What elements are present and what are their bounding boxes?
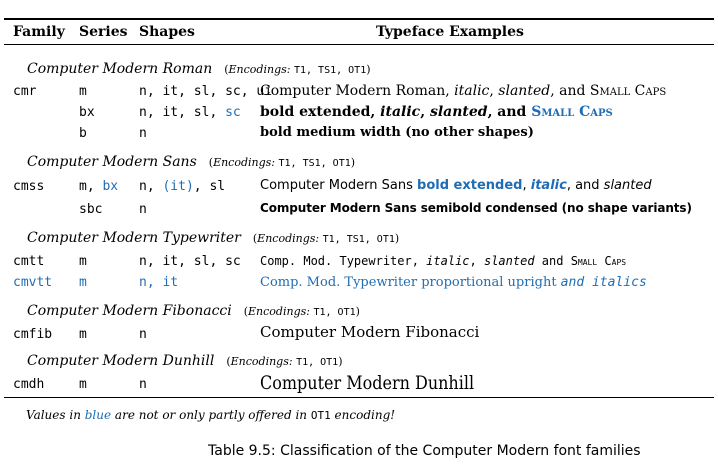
section-typewriter: Computer Modern Typewriter (Encodings: T1…	[27, 230, 400, 246]
table-note: Values in blue are not or only partly of…	[26, 408, 396, 422]
family-cell: cmtt	[13, 254, 45, 269]
header-series: Series	[79, 24, 128, 40]
shapes-cell: n, it, sl, sc, ui	[139, 84, 273, 99]
table-caption: Table 9.5: Classification of the Compute…	[208, 443, 641, 459]
series-cell: m	[79, 254, 87, 269]
section-title: Computer Modern Dunhill	[27, 353, 215, 369]
shapes-cell: n, it, sl, sc	[139, 254, 241, 269]
family-cell: cmdh	[13, 377, 45, 392]
section-roman: Computer Modern Roman (Encodings: T1, TS1…	[27, 61, 371, 77]
top-rule	[4, 18, 714, 20]
shapes-cell: n	[139, 327, 147, 342]
example-cell: Computer Modern Dunhill	[260, 371, 475, 394]
series-cell: m	[79, 327, 87, 342]
encodings-label: Encodings:	[248, 305, 310, 318]
header-examples: Typeface Examples	[376, 24, 524, 40]
shapes-cell: n, (it), sl	[139, 179, 226, 194]
encodings-list: T1, TS1, OT1	[278, 158, 351, 169]
example-cell: Comp. Mod. Typewriter, italic, slanted a…	[260, 254, 627, 268]
family-cell: cmfib	[13, 327, 53, 342]
encodings-list: T1, OT1	[313, 307, 356, 318]
encodings-label: Encodings:	[228, 63, 291, 76]
encodings-list: T1, TS1, OT1	[322, 234, 395, 245]
series-cell: m	[79, 275, 87, 290]
shapes-cell: n, it, sl, sc	[139, 105, 241, 120]
series-cell: sbc	[79, 202, 103, 217]
section-sans: Computer Modern Sans (Encodings: T1, TS1,…	[27, 154, 356, 170]
section-title: Computer Modern Fibonacci	[27, 303, 232, 319]
example-cell: Computer Modern Roman, italic, slanted, …	[260, 83, 667, 99]
example-cell: Computer Modern Sans semibold condensed …	[260, 201, 692, 215]
series-cell: m	[79, 377, 87, 392]
encodings-label: Encodings:	[213, 156, 275, 169]
family-cell: cmvtt	[13, 275, 53, 290]
section-title: Computer Modern Sans	[27, 154, 197, 170]
bottom-rule	[4, 397, 714, 398]
shapes-cell: n, it	[139, 275, 179, 290]
series-cell: m	[79, 84, 87, 99]
example-cell: bold medium width (no other shapes)	[260, 125, 534, 140]
header-family: Family	[13, 24, 65, 40]
encodings-list: T1, TS1, OT1	[293, 65, 367, 76]
series-cell: m, bx	[79, 179, 119, 194]
example-cell: Computer Modern Sans bold extended, ital…	[260, 178, 652, 193]
family-cell: cmr	[13, 84, 37, 99]
encodings-label: Encodings:	[230, 355, 293, 368]
series-cell: bx	[79, 105, 95, 120]
family-cell: cmss	[13, 179, 45, 194]
shapes-cell: n	[139, 377, 147, 392]
encodings-list: T1, OT1	[296, 357, 339, 368]
section-title: Computer Modern Typewriter	[27, 230, 241, 246]
section-dunhill: Computer Modern Dunhill (Encodings: T1, O…	[27, 353, 343, 369]
header-rule	[4, 44, 714, 45]
series-cell: b	[79, 126, 87, 141]
section-title: Computer Modern Roman	[27, 61, 213, 77]
shapes-cell: n	[139, 202, 147, 217]
example-cell: Computer Modern Fibonacci	[260, 323, 480, 341]
encodings-label: Encodings:	[257, 232, 320, 245]
section-fibonacci: Computer Modern Fibonacci (Encodings: T1,…	[27, 303, 360, 319]
example-cell: Comp. Mod. Typewriter proportional uprig…	[260, 275, 647, 290]
header-shapes: Shapes	[139, 24, 195, 40]
shapes-cell: n	[139, 126, 147, 141]
example-cell: bold extended, italic, slanted, and Smal…	[260, 104, 613, 120]
